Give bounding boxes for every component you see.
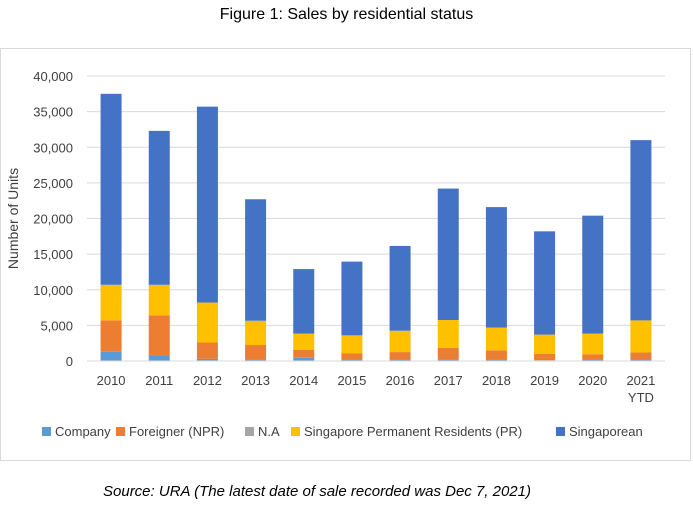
y-tick-label: 10,000 [33,283,73,298]
legend-label: Singapore Permanent Residents (PR) [304,424,522,439]
x-tick-label: 2015 [337,373,366,388]
bar-segment [245,320,267,345]
legend-swatch [556,427,565,436]
bar-segment [293,349,315,358]
bar-segment [630,320,652,353]
bar-segment [534,231,556,335]
bar-segment [630,352,652,360]
bar-segment [293,357,315,361]
x-tick-label: 2020 [578,373,607,388]
y-tick-label: 30,000 [33,140,73,155]
bar-segment [485,207,507,328]
bar-segment [582,354,604,360]
y-tick-label: 5,000 [40,318,73,333]
bar-segment [148,356,170,361]
chart-frame [0,48,691,461]
bar-segment [341,359,363,361]
y-tick-label: 40,000 [33,69,73,84]
legend-label: Company [55,424,111,439]
figure-title: Figure 1: Sales by residential status [219,6,474,23]
y-tick-label: 0 [66,354,73,369]
bar-segment [245,199,267,321]
bar-segment [100,351,122,361]
bar-segment [630,359,652,361]
x-tick-label: 2010 [97,373,126,388]
x-tick-label: 2021 [626,373,655,388]
bar-segment [389,330,411,353]
bar-segment [389,352,411,360]
bar-segment [582,215,604,334]
bar-segment [437,188,459,321]
y-tick-label: 15,000 [33,247,73,262]
bar-segment [196,302,218,343]
bar-segment [630,140,652,321]
x-tick-label: 2012 [193,373,222,388]
bar-segment [582,359,604,361]
x-tick-label: 2016 [386,373,415,388]
bar-segment [245,359,267,361]
bar-segment [100,93,122,285]
source-note: Source: URA (The latest date of sale rec… [103,483,531,500]
legend-swatch [291,427,300,436]
y-tick-label: 20,000 [33,212,73,227]
bar-segment [293,269,315,334]
bar-segment [341,335,363,354]
bar-segment [389,359,411,361]
legend-label: Foreigner (NPR) [129,424,224,439]
legend-swatch [116,427,125,436]
y-tick-label: 25,000 [33,176,73,191]
bars [100,93,652,361]
axes: 0 5,000 10,000 15,000 20,000 25,000 30,000 35,0… [5,69,665,405]
bar-segment [148,130,170,285]
bar-segment [534,353,556,361]
bar-segment [341,261,363,336]
bar-segment [100,284,122,321]
y-axis-title: Number of Units [5,168,21,269]
y-tick-label: 35,000 [33,105,73,120]
bar-segment [437,347,459,360]
stacked-bar-chart: 0 5,000 10,000 15,000 20,000 25,000 30,000 35,0… [5,69,665,439]
x-tick-label: 2019 [530,373,559,388]
x-tick-label: 2013 [241,373,270,388]
bar-segment [196,342,218,359]
bar-segment [341,353,363,360]
legend-swatch [42,427,51,436]
bar-segment [389,245,411,331]
legend-label: Singaporean [569,424,643,439]
legend-swatch [245,427,254,436]
bar-segment [245,344,267,360]
bar-segment [148,315,170,357]
x-tick-label: 2014 [289,373,318,388]
x-tick-label: 2018 [482,373,511,388]
bar-segment [582,333,604,355]
x-tick-label: YTD [628,390,654,405]
legend: Company Foreigner (NPR) N.A Singapore Perma… [42,424,643,439]
x-tick-label: 2011 [145,373,173,388]
bar-segment [437,320,459,348]
bar-segment [293,333,315,350]
bar-segment [148,284,170,316]
gridlines [87,75,665,326]
legend-label: N.A [258,424,280,439]
bar-segment [437,359,459,361]
bar-segment [485,350,507,360]
x-tick-label: 2017 [434,373,463,388]
bar-segment [196,358,218,361]
bar-segment [196,106,218,303]
bar-segment [485,327,507,351]
bar-segment [485,359,507,361]
bar-segment [534,334,556,354]
bar-segment [100,320,122,352]
